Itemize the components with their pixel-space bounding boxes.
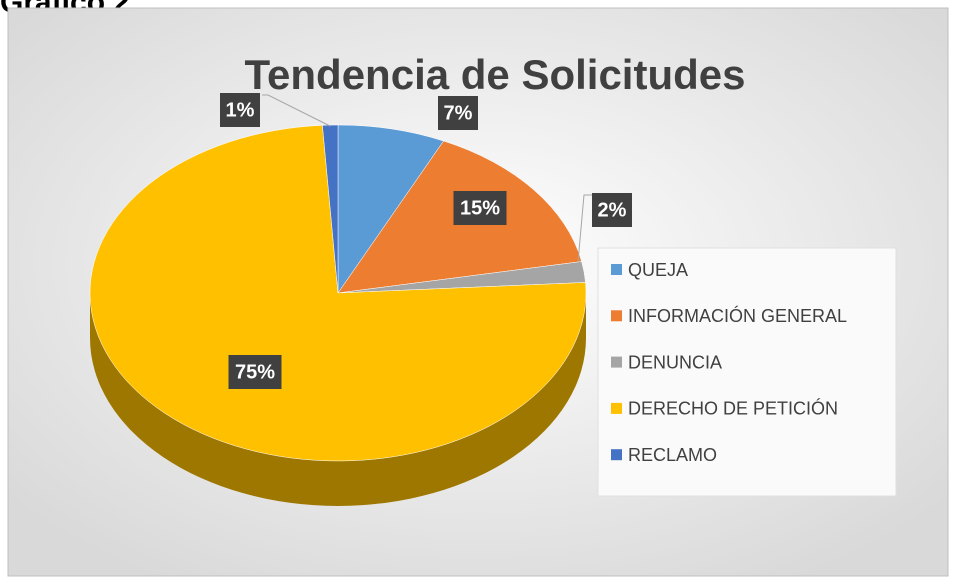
slice [322,124,339,294]
data-label-box [438,96,478,130]
legend-label: RECLAMO [628,445,717,465]
slice [337,124,444,294]
slice-side [90,293,586,506]
legend-swatch [611,264,622,275]
legend-swatch [611,402,622,414]
data-label-box [453,191,507,225]
data-label: 1% [226,99,255,121]
legend-box [597,247,897,497]
data-label: 2% [598,199,627,221]
data-label: 75% [235,361,275,383]
data-label-box [592,193,632,227]
chart-title: Tendencia de Solicitudes [244,51,745,98]
leader-line [262,94,331,127]
slice [89,125,587,462]
data-label: 7% [444,102,473,124]
data-label-box [228,355,282,389]
legend-swatch [611,356,622,368]
legend-label: DENUNCIA [628,352,722,372]
legend-label: INFORMACIÓN GENERAL [628,305,847,326]
data-label: 15% [460,197,500,219]
legend-label: QUEJA [628,260,688,280]
data-label-box [220,93,260,127]
legend-swatch [611,449,622,461]
legend-swatch [611,310,622,322]
legend-label: DERECHO DE PETICIÓN [628,398,838,419]
